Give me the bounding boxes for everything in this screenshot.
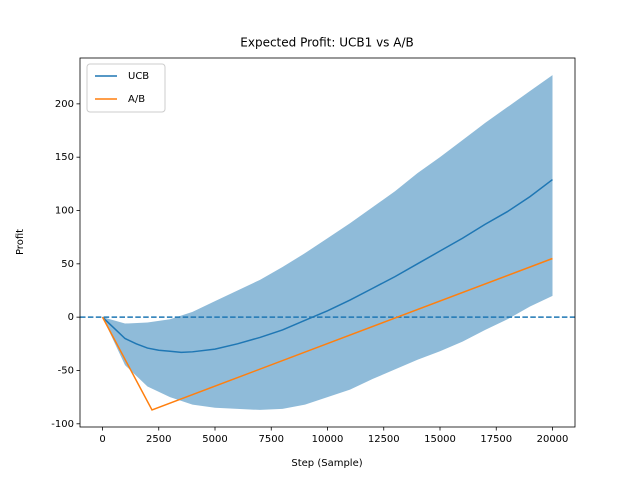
x-tick-label: 5000 [202,434,227,445]
y-tick-label: 50 [61,259,74,270]
x-tick-label: 15000 [424,434,456,445]
legend-label: UCB [128,71,149,82]
y-tick-label: -100 [51,419,74,430]
legend-label: A/B [128,94,145,105]
x-tick-label: 12500 [368,434,400,445]
y-tick-label: -50 [58,365,74,376]
x-tick-label: 7500 [259,434,284,445]
chart-title: Expected Profit: UCB1 vs A/B [240,36,413,50]
x-tick-label: 2500 [146,434,171,445]
y-tick-label: 100 [55,206,74,217]
y-tick-label: 150 [55,152,74,163]
x-tick-label: 17500 [480,434,512,445]
series-line [101,257,553,411]
y-tick-label: 200 [55,99,74,110]
x-axis-label: Step (Sample) [291,458,362,469]
x-tick-label: 10000 [312,434,344,445]
y-axis-label: Profit [15,229,26,255]
x-tick-label: 20000 [537,434,569,445]
legend-box [86,63,166,113]
y-tick-label: 0 [68,312,74,323]
x-tick-label: 0 [99,434,105,445]
series-line [101,178,553,354]
confidence-band [102,75,553,410]
